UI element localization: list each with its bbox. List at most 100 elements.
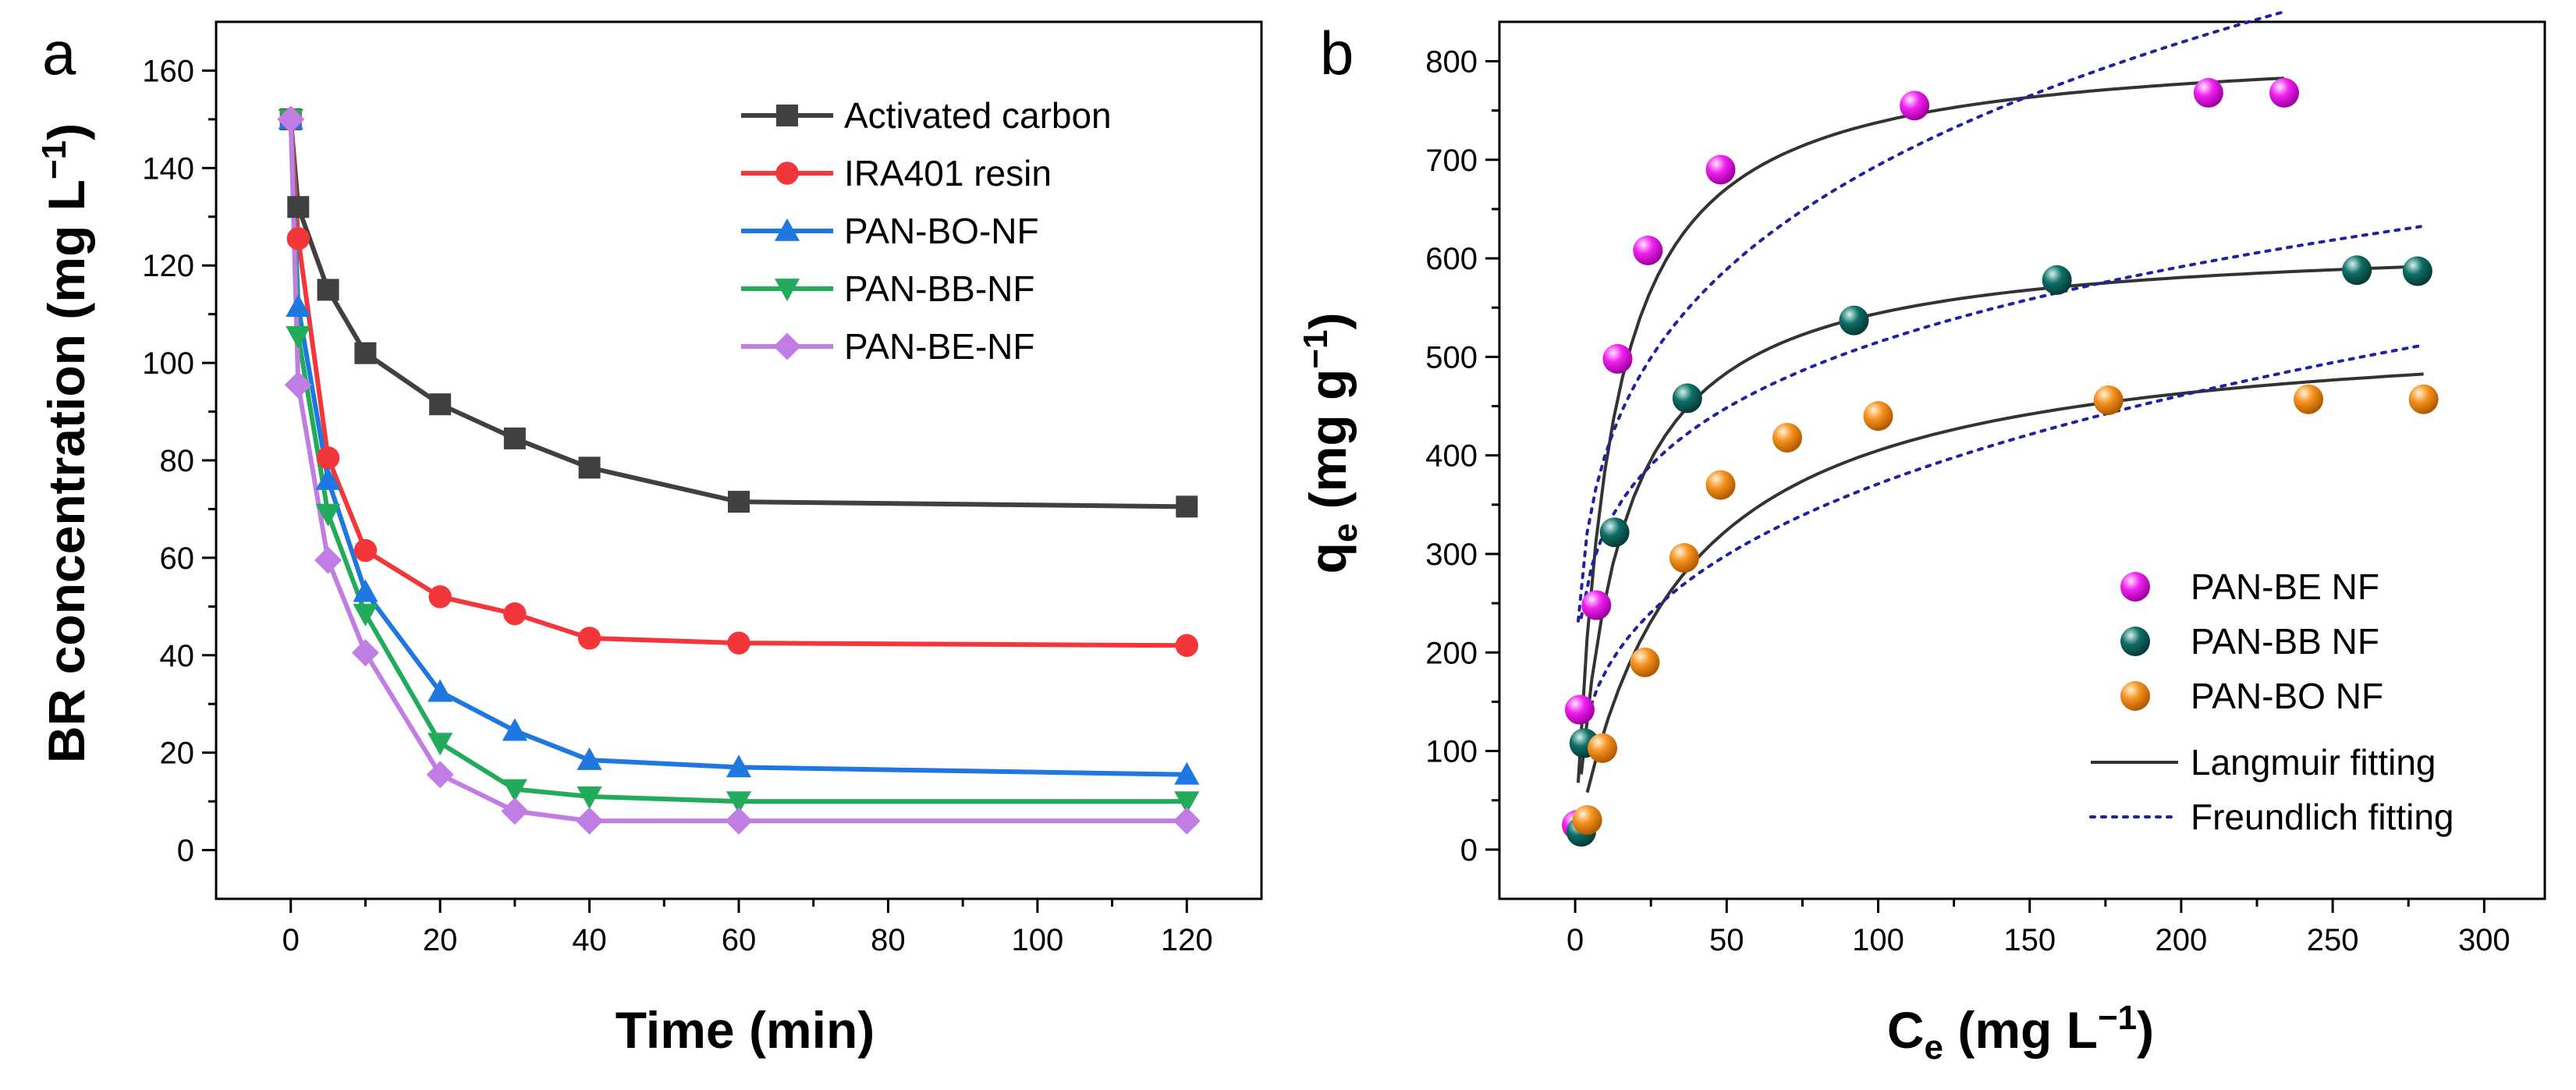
y-axis-title-a-end: ) (37, 123, 95, 140)
point-pan-bo-nf (1572, 804, 1602, 835)
x-axis-title-b-sup: −1 (2098, 999, 2137, 1037)
legend-label-pan-bb-nf: PAN-BB-NF (844, 268, 1035, 309)
marker-pan-bo-nf (286, 294, 311, 318)
point-pan-be-nf (2269, 77, 2299, 108)
y-tick-label-b: 700 (1425, 144, 1478, 178)
marker-activated-carbon (728, 491, 750, 513)
legend-marker-ira401-resin (775, 162, 799, 185)
y-tick-label-b: 800 (1425, 45, 1478, 80)
point-pan-bo-nf (1669, 543, 1699, 573)
fit-curves-b (1577, 10, 2425, 794)
y-axis-title-b-sup: −1 (1297, 330, 1335, 369)
marker-pan-be-nf (426, 761, 454, 789)
marker-activated-carbon (503, 427, 526, 449)
panel-label-a: a (42, 19, 76, 87)
legend-marker-pan-be-nf (2120, 572, 2150, 602)
y-tick-label-a: 100 (142, 346, 194, 381)
series-line-ira401-resin (288, 119, 1187, 648)
y-tick-label-b: 300 (1425, 538, 1478, 572)
freundlich-curve-pan-bb-nf (1579, 225, 2422, 620)
marker-pan-bb-nf (1174, 791, 1200, 815)
y-axis-title-b-main: q (1299, 542, 1357, 573)
y-axis-title-b-end: (mg g (1299, 369, 1357, 524)
legend-marker-pan-bb-nf (774, 279, 800, 302)
ticks-a: 0 20 40 60 80 100 120 0 20 40 60 80 100 120 140 160 (142, 54, 1212, 957)
point-pan-bo-nf (1705, 470, 1736, 500)
marker-pan-be-nf (284, 371, 312, 399)
marker-ira401-resin (316, 446, 340, 470)
y-tick-label-b: 600 (1425, 242, 1478, 276)
marker-activated-carbon (429, 393, 452, 416)
series-line-activated-carbon (288, 119, 1187, 509)
point-pan-bb-nf (2042, 265, 2072, 295)
marker-pan-bo-nf (726, 754, 752, 778)
legend-label-pan-be-nf: PAN-BE-NF (844, 326, 1035, 367)
point-pan-be-nf (2193, 77, 2223, 108)
marker-activated-carbon (317, 279, 339, 301)
x-tick-label-a: 40 (572, 923, 607, 957)
y-tick-label-a: 20 (160, 737, 195, 771)
legend-a: Activated carbon IRA401 resin PAN-BO-NF PAN… (741, 95, 1112, 367)
y-axis-title-b: qe (mg g−1) (1297, 313, 1364, 574)
panel-label-b: b (1320, 19, 1354, 87)
series-markers-a (277, 105, 1201, 835)
marker-ira401-resin (428, 585, 452, 609)
marker-pan-be-nf (576, 807, 604, 835)
x-axis-title-b-close: ) (2137, 1001, 2154, 1059)
marker-pan-bb-nf (502, 779, 527, 802)
legend-label-ira401-resin: IRA401 resin (844, 153, 1052, 194)
freundlich-curve-pan-be-nf (1577, 10, 2286, 623)
point-pan-be-nf (1564, 694, 1595, 725)
marker-pan-bb-nf (353, 603, 378, 627)
y-tick-label-b: 400 (1425, 439, 1478, 474)
y-axis-title-b-close: ) (1299, 313, 1357, 330)
marker-pan-bo-nf (428, 679, 453, 702)
point-pan-bo-nf (1863, 401, 1893, 431)
point-pan-be-nf (1581, 590, 1612, 620)
x-tick-label-a: 20 (423, 923, 458, 957)
x-tick-label-b: 300 (2458, 923, 2510, 957)
legend-marker-activated-carbon (776, 105, 798, 126)
y-tick-label-b: 500 (1425, 340, 1478, 375)
marker-activated-carbon (287, 196, 310, 218)
x-tick-label-a: 100 (1011, 923, 1063, 957)
point-pan-bb-nf (1599, 517, 1630, 548)
scatter-points-b (1562, 77, 2439, 847)
legend-label-pan-be-nf: PAN-BE NF (2191, 566, 2379, 607)
point-pan-be-nf (1900, 91, 1930, 121)
legend-label-pan-bb-nf: PAN-BB NF (2191, 621, 2379, 662)
marker-pan-bb-nf (286, 325, 311, 349)
marker-pan-be-nf (351, 639, 379, 667)
marker-pan-be-nf (277, 105, 305, 133)
legend-label-pan-bo-nf: PAN-BO-NF (844, 211, 1039, 251)
marker-activated-carbon (354, 342, 377, 364)
x-tick-label-b: 50 (1709, 923, 1744, 957)
x-tick-label-b: 200 (2156, 923, 2208, 957)
legend-label-langmuir: Langmuir fitting (2191, 742, 2436, 783)
legend-marker-pan-bo-nf (774, 218, 800, 241)
x-tick-label-a: 120 (1161, 923, 1213, 957)
marker-pan-be-nf (1173, 807, 1201, 835)
chart-a: a 0 20 40 60 80 100 120 0 20 40 60 80 100 120 140 160 A… (35, 19, 1263, 1059)
marker-pan-be-nf (725, 807, 753, 835)
marker-ira401-resin (727, 631, 750, 655)
series-lines-a (288, 119, 1187, 824)
legend-b: PAN-BE NF PAN-BB NF PAN-BO NF Langmuir fitt… (2089, 566, 2454, 837)
marker-pan-bo-nf (353, 579, 378, 602)
point-pan-be-nf (1633, 235, 1663, 265)
point-pan-bb-nf (1839, 305, 1869, 336)
point-pan-bo-nf (1630, 647, 1660, 677)
series-line-pan-bo-nf (288, 119, 1187, 777)
point-pan-bb-nf (2402, 256, 2432, 286)
marker-pan-bo-nf (1174, 762, 1200, 785)
legend-marker-pan-bb-nf (2120, 627, 2150, 656)
marker-pan-bb-nf (577, 786, 602, 809)
y-tick-label-a: 80 (160, 444, 195, 478)
point-pan-bo-nf (2294, 384, 2324, 414)
point-pan-bo-nf (1772, 422, 1802, 453)
x-axis-title-b-end: (mg L (1943, 1001, 2098, 1059)
marker-activated-carbon (578, 456, 601, 479)
point-pan-be-nf (1705, 154, 1736, 185)
x-axis-title-b: Ce (mg L−1) (1887, 999, 2154, 1067)
x-tick-label-a: 60 (722, 923, 757, 957)
